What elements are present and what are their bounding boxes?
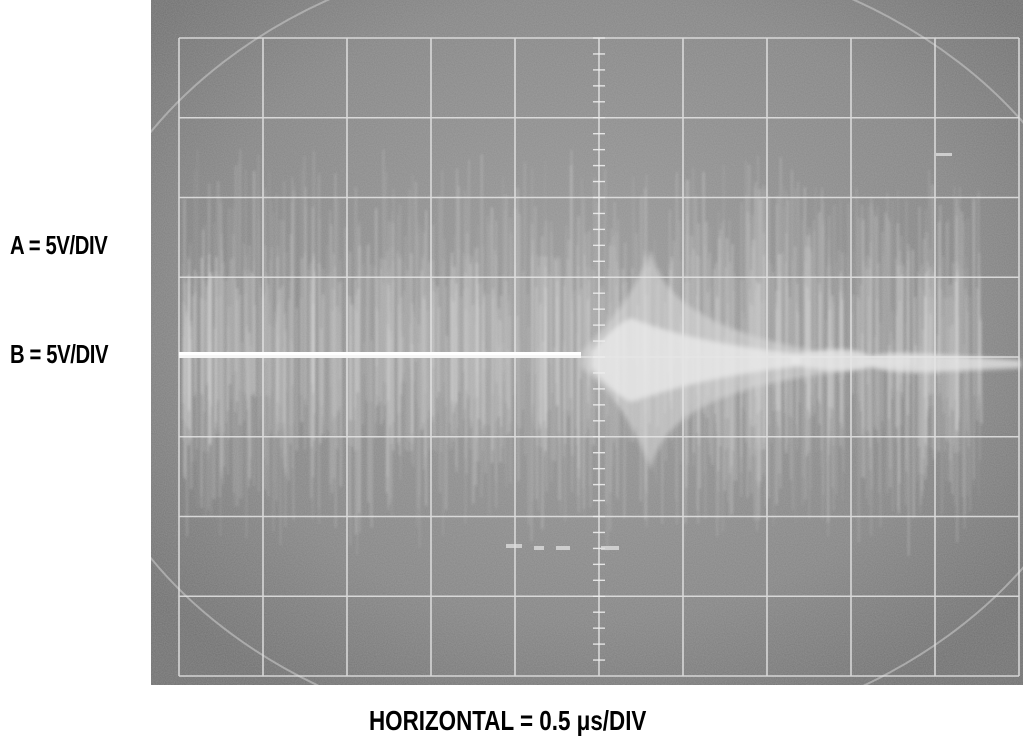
noise-streak — [442, 259, 445, 536]
noise-streak — [266, 284, 270, 497]
noise-streak — [184, 282, 187, 480]
noise-streak — [416, 234, 419, 527]
noise-streak — [541, 341, 545, 530]
noise-streak — [847, 202, 851, 358]
horizontal-scale-label: HORIZONTAL = 0.5 μs/DIV — [369, 705, 647, 736]
noise-streak — [537, 266, 540, 423]
noise-streak — [457, 248, 460, 382]
noise-streak — [888, 350, 892, 488]
noise-streak — [326, 244, 328, 356]
noise-streak — [555, 314, 558, 403]
noise-streak — [203, 223, 207, 518]
noise-streak — [820, 187, 823, 451]
stray-marks — [506, 153, 952, 550]
noise-streak — [493, 294, 496, 434]
noise-streak — [498, 319, 502, 463]
noise-streak — [535, 287, 538, 500]
noise-streak — [797, 181, 800, 354]
noise-streak — [335, 193, 338, 415]
graticule-center-ticks — [593, 37, 605, 661]
channel-a-noise-trace — [181, 148, 983, 556]
noise-streak — [337, 282, 341, 411]
noise-streak — [927, 170, 930, 417]
noise-streak — [202, 230, 205, 452]
noise-streak — [518, 213, 522, 429]
noise-streak — [883, 212, 887, 355]
noise-streak — [922, 329, 925, 459]
noise-streak — [221, 250, 224, 485]
noise-streak — [516, 187, 520, 481]
noise-streak — [977, 188, 980, 496]
noise-streak — [869, 201, 873, 536]
noise-streak — [270, 199, 273, 391]
noise-streak — [293, 185, 296, 424]
noise-streak — [404, 236, 407, 383]
noise-streak — [317, 218, 321, 402]
noise-streak — [240, 342, 243, 499]
noise-streak — [382, 149, 386, 383]
noise-streak — [837, 249, 840, 360]
noise-streak — [369, 351, 372, 517]
noise-streak — [375, 207, 378, 367]
noise-streak — [515, 315, 519, 353]
noise-streak — [911, 249, 915, 518]
noise-streak — [577, 266, 581, 513]
noise-streak — [793, 188, 796, 365]
noise-streak — [289, 338, 292, 426]
noise-streak — [220, 197, 223, 472]
noise-streak — [358, 221, 361, 533]
noise-streak — [204, 300, 208, 386]
noise-streak — [418, 226, 422, 497]
noise-streak — [744, 195, 748, 443]
channel-a-scale-label: A = 5V/DIV — [10, 230, 108, 260]
noise-streak — [390, 247, 394, 499]
noise-streak — [814, 187, 818, 452]
noise-streak — [873, 336, 876, 427]
noise-streak — [238, 161, 240, 498]
noise-streak — [363, 342, 366, 375]
oscilloscope-screen-photo — [151, 0, 1023, 685]
noise-streak — [440, 170, 444, 453]
noise-streak — [958, 187, 961, 419]
channel-b-scale-label: B = 5V/DIV — [10, 339, 109, 369]
noise-streak — [465, 201, 468, 443]
noise-streak — [865, 265, 868, 499]
noise-streak — [555, 296, 559, 406]
channel-a-burst-envelope — [581, 250, 1021, 470]
noise-streak — [287, 299, 291, 481]
